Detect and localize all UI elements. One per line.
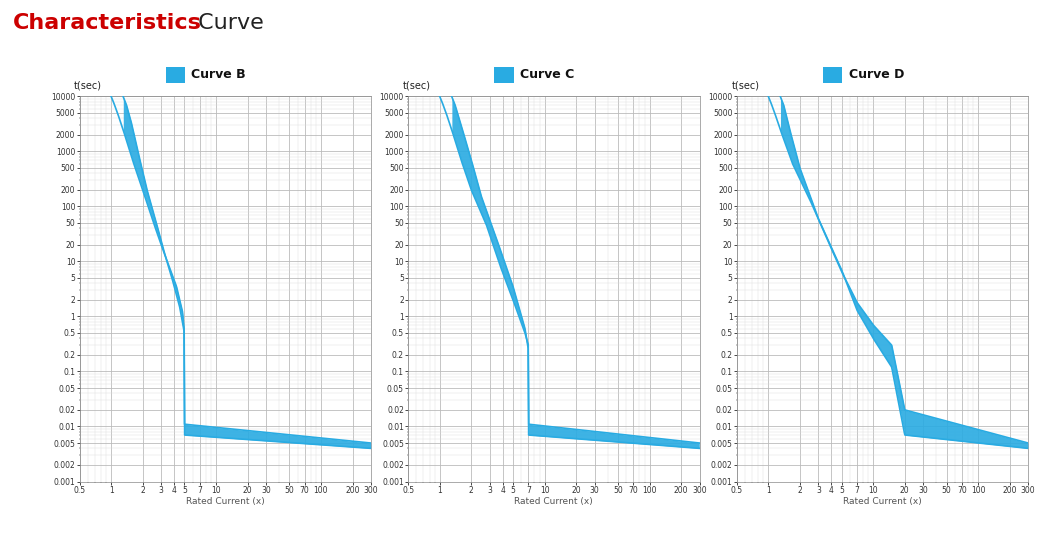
X-axis label: Rated Current (x): Rated Current (x): [186, 498, 265, 507]
Text: Curve C: Curve C: [520, 68, 575, 81]
X-axis label: Rated Current (x): Rated Current (x): [514, 498, 594, 507]
Text: Curve D: Curve D: [848, 68, 904, 81]
Text: Curve: Curve: [191, 13, 264, 33]
Text: t(sec): t(sec): [731, 81, 759, 91]
Text: Characteristics: Characteristics: [13, 13, 201, 33]
Text: t(sec): t(sec): [403, 81, 430, 91]
Text: t(sec): t(sec): [74, 81, 102, 91]
Text: Curve B: Curve B: [191, 68, 246, 81]
X-axis label: Rated Current (x): Rated Current (x): [843, 498, 922, 507]
